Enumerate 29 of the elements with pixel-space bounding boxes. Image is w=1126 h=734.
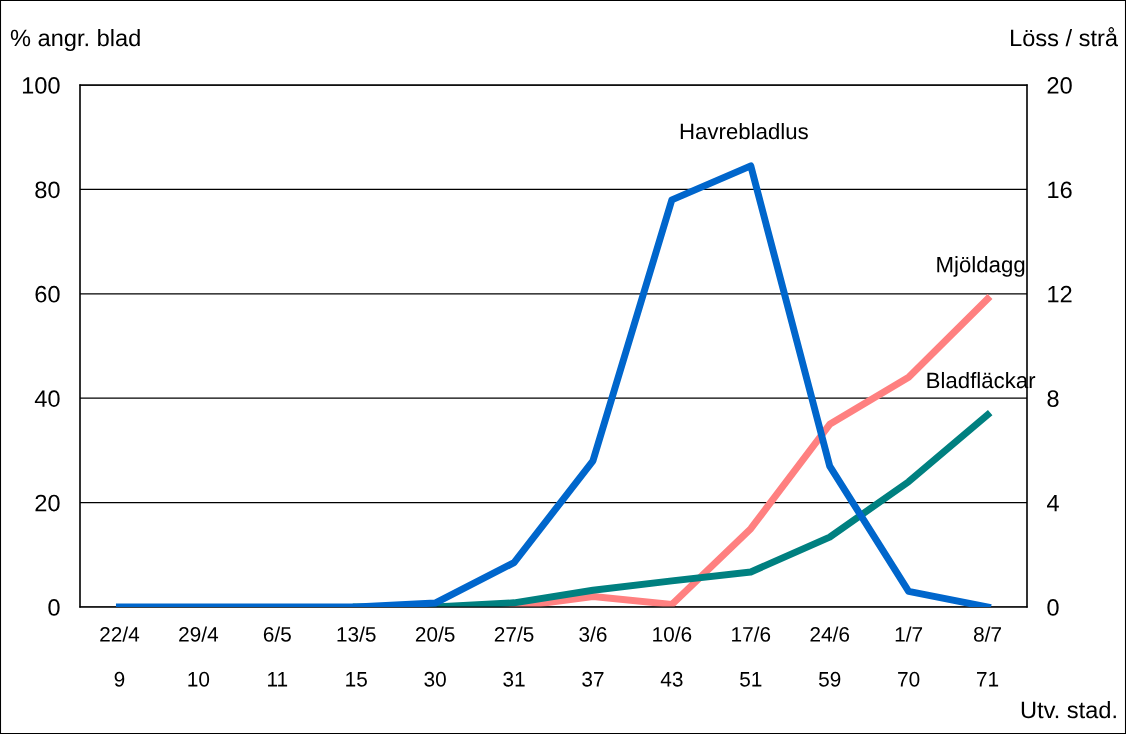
category-label: 10/6 43 [653,626,692,687]
y-tick-label: 100 [22,77,60,94]
y2-tick-label: 20 [1047,77,1072,94]
series-label: Havrebladlus [680,122,808,140]
category-label: 1/7 70 [895,626,923,687]
category-label: 13/5 15 [337,626,376,687]
y-tick-label: 40 [34,390,60,407]
y-tick-label: 20 [35,494,60,512]
y2-tick-label: 12 [1048,285,1072,303]
category-label: 22/4 9 [100,626,140,687]
y2-axis-title: Löss / strå [1011,27,1119,47]
y-tick-label: 80 [35,181,60,199]
category-label: 6/5 11 [263,626,291,687]
y2-tick-label: 8 [1047,390,1059,407]
category-label: 29/4 10 [179,626,219,687]
category-label: 24/6 59 [810,626,850,687]
x-axis-title: Utv. stad. [1021,700,1116,719]
y-tick-label: 60 [35,285,60,303]
category-label: 20/5 30 [415,626,455,687]
series-label: Mjöldagg [937,256,1025,277]
y2-tick-label: 4 [1046,494,1059,512]
y2-tick-label: 0 [1047,599,1059,616]
y-tick-label: 0 [48,599,60,616]
y-axis-title: % angr. blad [10,29,140,51]
category-label: 8/7 71 [973,626,1001,687]
y2-tick-label: 16 [1048,181,1072,199]
category-label: 3/6 37 [579,626,607,687]
category-label: 17/6 51 [732,626,771,687]
category-label: 27/5 31 [494,626,534,687]
